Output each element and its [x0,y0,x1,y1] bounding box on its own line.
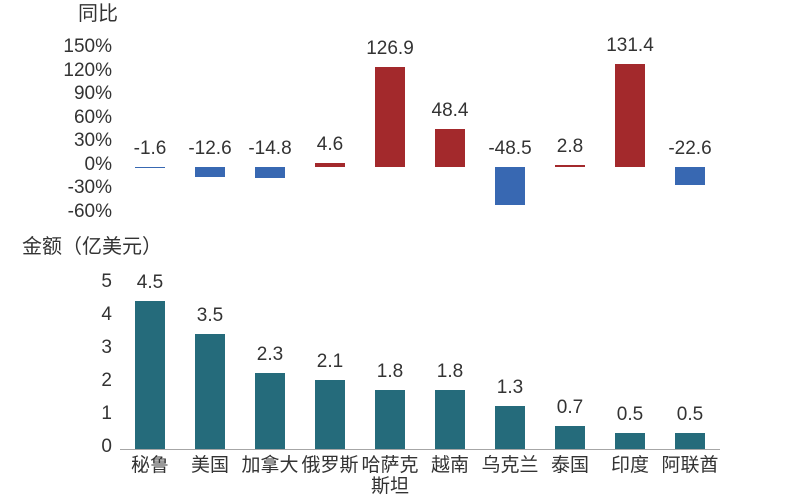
amount-bar-4 [315,379,345,449]
category-label-9: 印度 [610,455,649,476]
category-label-5: 哈萨克斯坦 [361,455,419,497]
yoy-tick-label-1: 150% [63,36,112,57]
category-label-8: 泰国 [550,455,589,476]
yoy-tick-label-3: 90% [73,83,112,105]
yoy-tick-label-8: -60% [67,201,112,222]
yoy-bar-5 [375,67,405,167]
yoy-bar-9 [615,63,645,167]
category-label-4: 俄罗斯 [301,455,359,476]
yoy-bar-6 [435,128,465,167]
amount-value-label-9: 0.5 [616,403,644,425]
amount-bar-3 [255,373,285,449]
yoy-value-label-1: -1.6 [133,137,167,159]
amount-bar-8 [555,425,585,449]
category-label-10: 阿联酋 [661,455,719,476]
amount-value-label-7: 1.3 [496,377,524,399]
amount-value-label-10: 0.5 [676,403,704,425]
yoy-value-label-7: -48.5 [488,137,532,159]
yoy-value-label-5: 126.9 [366,38,414,60]
yoy-value-label-4: 4.6 [316,134,344,156]
amount-tick-label-5: 1 [101,403,112,424]
amount-value-label-4: 2.1 [316,350,344,372]
yoy-value-label-10: -22.6 [668,137,712,159]
amount-value-label-1: 4.5 [136,271,164,293]
yoy-bar-10 [675,166,705,185]
amount-bar-7 [495,406,525,449]
yoy-tick-label-2: 120% [63,59,112,81]
yoy-axis-label: 同比 [78,3,118,25]
amount-bar-5 [375,389,405,449]
amount-tick-label-2: 4 [101,304,112,325]
category-label-2: 美国 [190,455,229,476]
category-label-6: 越南 [430,455,469,476]
yoy-bar-7 [495,166,525,205]
amount-tick-label-3: 3 [101,337,112,358]
amount-value-label-8: 0.7 [556,396,584,418]
category-label-7: 乌克兰 [481,455,539,476]
yoy-tick-label-6: 0% [84,153,112,175]
amount-value-label-2: 3.5 [196,304,224,326]
yoy-bar-3 [255,166,285,179]
category-label-3: 加拿大 [241,455,299,476]
yoy-bar-1 [135,166,165,169]
amount-tick-label-6: 0 [101,436,112,457]
yoy-bar-4 [315,163,345,167]
amount-bar-1 [135,300,165,449]
yoy-tick-label-4: 60% [73,106,112,128]
amount-tick-label-4: 2 [101,370,112,391]
amount-bar-2 [195,333,225,449]
yoy-value-label-3: -14.8 [248,137,292,159]
amount-bar-6 [435,389,465,449]
amount-axis-label: 金额（亿美元） [22,236,162,258]
amount-bar-9 [615,432,645,449]
amount-value-label-6: 1.8 [436,360,464,382]
yoy-value-label-8: 2.8 [556,135,584,157]
amount-bar-10 [675,432,705,449]
yoy-value-label-9: 131.4 [606,34,654,56]
amount-tick-label-1: 5 [101,271,112,292]
x-axis-line [120,449,720,450]
yoy-bar-8 [555,164,585,167]
yoy-value-label-2: -12.6 [188,137,232,159]
yoy-bar-2 [195,166,225,177]
yoy-tick-label-5: 30% [73,130,112,152]
amount-value-label-5: 1.8 [376,360,404,382]
yoy-tick-label-7: -30% [67,177,112,199]
amount-value-label-3: 2.3 [256,344,284,366]
category-label-1: 秘鲁 [130,455,169,476]
yoy-value-label-6: 48.4 [431,99,469,121]
